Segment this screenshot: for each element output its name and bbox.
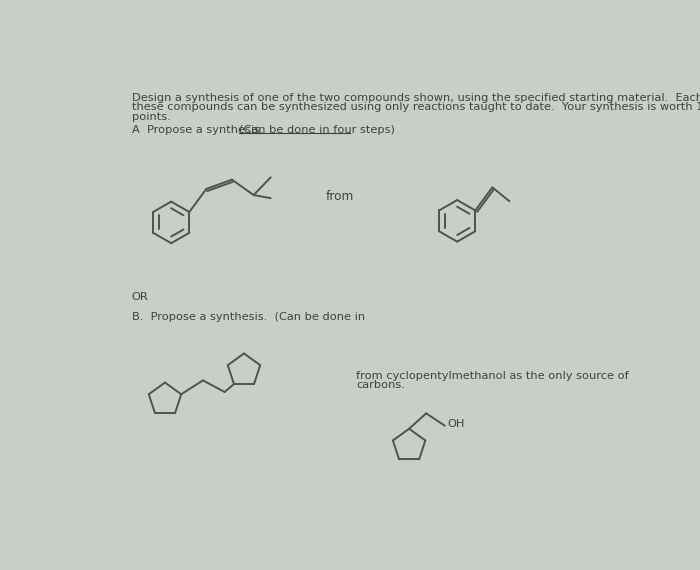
- Text: OR: OR: [132, 292, 148, 302]
- Text: points.: points.: [132, 112, 170, 121]
- Text: OH: OH: [447, 419, 465, 429]
- Text: B.  Propose a synthesis.  (Can be done in: B. Propose a synthesis. (Can be done in: [132, 312, 365, 321]
- Text: Design a synthesis of one of the two compounds shown, using the specified starti: Design a synthesis of one of the two com…: [132, 93, 700, 103]
- Text: (Can be done in four steps): (Can be done in four steps): [239, 125, 395, 136]
- Text: A  Propose a synthesis.: A Propose a synthesis.: [132, 125, 270, 136]
- Text: carbons.: carbons.: [356, 380, 405, 390]
- Text: these compounds can be synthesized using only reactions taught to date.  Your sy: these compounds can be synthesized using…: [132, 102, 700, 112]
- Text: from: from: [326, 190, 354, 203]
- Text: from cyclopentylmethanol as the only source of: from cyclopentylmethanol as the only sou…: [356, 371, 629, 381]
